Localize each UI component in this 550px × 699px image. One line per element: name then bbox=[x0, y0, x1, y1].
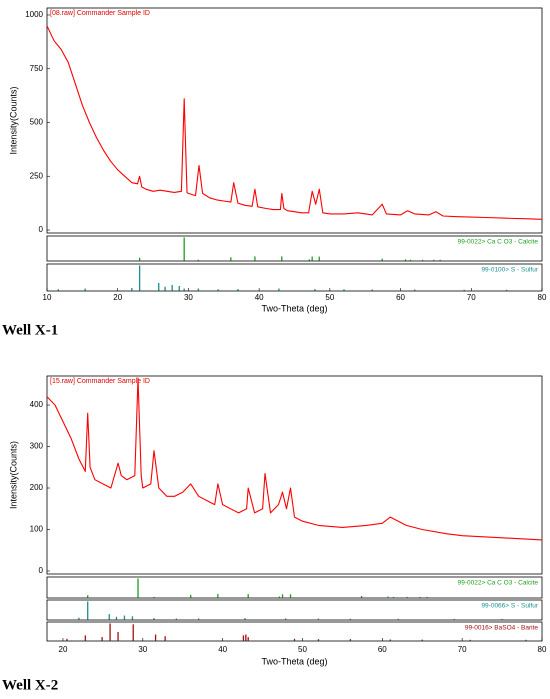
reference-name: 99-0022> Ca C O3 - Calcite bbox=[458, 239, 539, 246]
reference-panel bbox=[46, 599, 543, 621]
y-axis-label: Intensity(Counts) bbox=[8, 441, 18, 509]
y-tick-label: 300 bbox=[30, 442, 44, 451]
y-tick-label: 1000 bbox=[25, 10, 43, 19]
y-tick-label: 250 bbox=[30, 171, 44, 180]
caption: Well X-1 bbox=[2, 322, 58, 338]
x-tick-label: 30 bbox=[184, 293, 193, 302]
caption: Well X-2 bbox=[2, 677, 58, 693]
x-tick-label: 60 bbox=[396, 293, 405, 302]
y-tick-label: 500 bbox=[30, 118, 44, 127]
y-axis-label: Intensity(Counts) bbox=[8, 86, 18, 154]
x-tick-label: 30 bbox=[138, 645, 147, 654]
reference-panel bbox=[46, 263, 543, 292]
y-tick-label: 750 bbox=[30, 64, 44, 73]
reference-panel bbox=[46, 621, 543, 642]
x-tick-label: 20 bbox=[113, 293, 122, 302]
x-axis-label: Two-Theta (deg) bbox=[261, 303, 327, 313]
x-tick-label: 50 bbox=[298, 645, 307, 654]
chart-title: [08.raw] Commander Sample ID bbox=[50, 10, 150, 17]
x-axis-label: Two-Theta (deg) bbox=[261, 656, 327, 666]
x-tick-label: 80 bbox=[538, 293, 547, 302]
plot-frame bbox=[46, 375, 543, 575]
y-tick-label: 100 bbox=[30, 525, 44, 534]
x-tick-label: 50 bbox=[325, 293, 334, 302]
x-tick-label: 70 bbox=[467, 293, 476, 302]
x-tick-label: 40 bbox=[218, 645, 227, 654]
x-tick-label: 20 bbox=[59, 645, 68, 654]
x-tick-label: 80 bbox=[538, 645, 547, 654]
x-tick-label: 70 bbox=[458, 645, 467, 654]
diffraction-line bbox=[46, 25, 543, 220]
y-tick-label: 200 bbox=[30, 483, 44, 492]
x-tick-label: 40 bbox=[255, 293, 264, 302]
x-tick-label: 10 bbox=[43, 293, 52, 302]
plot-frame bbox=[46, 7, 543, 234]
chart-title: [15.raw] Commander Sample ID bbox=[50, 378, 150, 385]
reference-name: 99-0022> Ca C O3 - Calcite bbox=[458, 580, 539, 587]
reference-panel bbox=[46, 235, 543, 262]
reference-name: 99-0100> S - Sulfur bbox=[481, 267, 538, 274]
y-tick-label: 400 bbox=[30, 400, 44, 409]
reference-panel bbox=[46, 576, 543, 599]
reference-name: 99-0066> S - Sulfur bbox=[481, 603, 538, 610]
reference-name: 99-0016> BaSO4 - Barite bbox=[465, 625, 539, 632]
y-tick-label: 0 bbox=[39, 566, 44, 575]
x-tick-label: 60 bbox=[378, 645, 387, 654]
y-tick-label: 0 bbox=[39, 225, 44, 234]
diffraction-line bbox=[46, 377, 543, 541]
